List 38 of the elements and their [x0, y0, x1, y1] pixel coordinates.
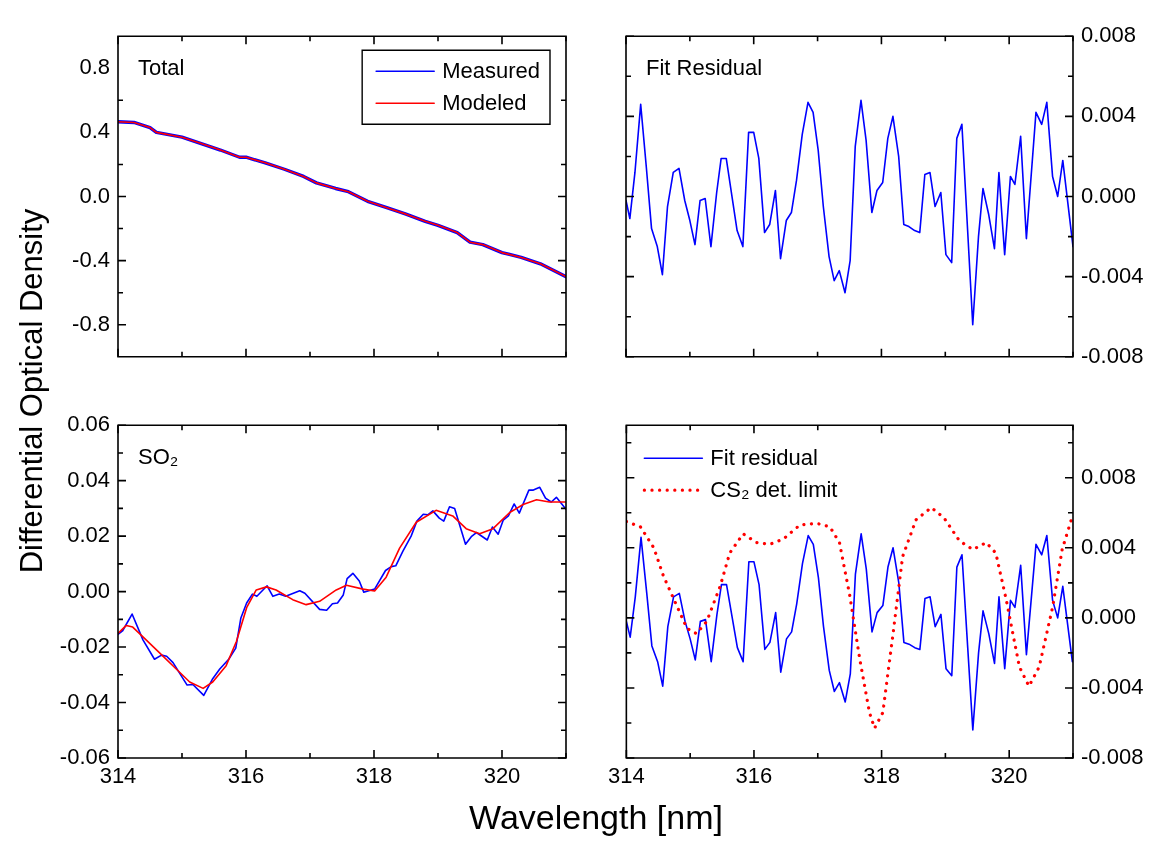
- y-tick-label: -0.02: [59, 633, 110, 659]
- x-tick-label: 320: [483, 763, 521, 789]
- y-tick-label: -0.008: [1081, 342, 1144, 368]
- y-tick-label: -0.004: [1081, 262, 1144, 288]
- x-tick-label: 318: [863, 763, 900, 789]
- x-tick-label: 316: [735, 763, 773, 789]
- y-tick-label: 0.000: [1081, 603, 1137, 629]
- legend-label: Fit residual: [710, 445, 818, 471]
- x-tick-label: 314: [607, 763, 645, 789]
- legend-label: CS₂ det. limit: [710, 477, 838, 503]
- y-tick-label: 0.00: [67, 577, 110, 603]
- y-tick-label: 0.000: [1081, 182, 1137, 208]
- y-tick-label: 0.06: [67, 411, 110, 437]
- y-tick-label: -0.4: [72, 246, 110, 272]
- y-tick-label: -0.004: [1081, 674, 1144, 699]
- text: SO₂: [138, 444, 179, 470]
- y-tick-label: 0.4: [79, 118, 110, 144]
- x-tick-label: 316: [227, 763, 265, 789]
- legend-label: Modeled: [442, 90, 527, 116]
- text: Fit Residual: [646, 55, 763, 81]
- y-tick-label: 0.8: [79, 54, 110, 80]
- x-tick-label: 314: [99, 763, 137, 789]
- legend-label: Measured: [442, 58, 541, 84]
- y-tick-label: 0.0: [79, 182, 110, 208]
- y-tick-label: 0.04: [67, 466, 110, 492]
- y-tick-label: 0.008: [1081, 463, 1137, 489]
- y-tick-label: 0.02: [67, 522, 110, 548]
- y-tick-label: 0.004: [1081, 533, 1137, 559]
- x-tick-label: 318: [355, 763, 393, 789]
- y-tick-label: -0.04: [59, 688, 110, 714]
- y-tick-label: 0.008: [1081, 22, 1137, 48]
- y-tick-label: -0.8: [72, 310, 110, 336]
- y-tick-label: -0.008: [1081, 744, 1144, 770]
- y-axis-title: Differential Optical Density: [14, 208, 50, 574]
- y-tick-label: 0.004: [1081, 102, 1137, 128]
- x-axis-title: Wavelength [nm]: [469, 798, 723, 837]
- x-tick-label: 320: [990, 763, 1028, 789]
- text: Total: [138, 55, 185, 81]
